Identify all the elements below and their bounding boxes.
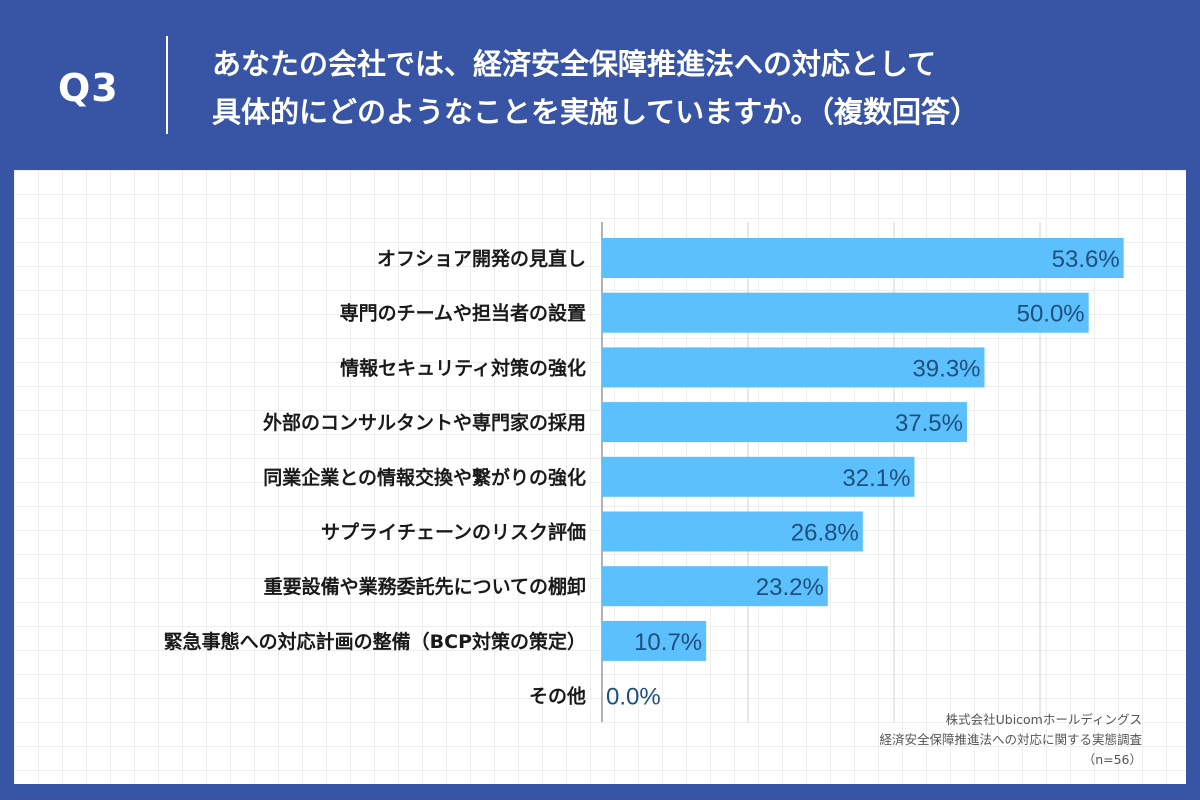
category-label: その他 (529, 685, 586, 708)
value-label: 32.1% (842, 465, 910, 492)
category-label: オフショア開発の見直し (377, 247, 586, 270)
bar (602, 402, 967, 443)
question-number: Q3 (58, 66, 119, 110)
bar-chart: オフショア開発の見直し 53.6% 専門のチームや担当者の設置 50.0% 情報セキュリ… (164, 222, 1124, 722)
source-note: 株式会社Ubicomホールディングス 経済安全保障推進法への対応に関する実態調査… (879, 710, 1142, 770)
header-divider (166, 36, 168, 134)
bar (602, 456, 915, 497)
category-label: 緊急事態への対応計画の整備（BCP対策の策定） (164, 630, 586, 653)
category-label: サプライチェーンのリスク評価 (321, 521, 586, 544)
question-title: あなたの会社では、経済安全保障推進法への対応として 具体的にどのようなことを実施… (212, 40, 1172, 136)
bar (602, 238, 1124, 278)
value-label: 26.8% (791, 520, 859, 547)
bar (602, 620, 707, 661)
header: Q3 あなたの会社では、経済安全保障推進法への対応として 具体的にどのようなこと… (0, 0, 1200, 170)
chart-panel: オフショア開発の見直し 53.6% 専門のチームや担当者の設置 50.0% 情報セキュリ… (14, 170, 1186, 784)
question-title-line-1: あなたの会社では、経済安全保障推進法への対応として (212, 47, 937, 81)
category-label: 外部のコンサルタントや専門家の採用 (263, 411, 586, 434)
bar (602, 347, 985, 388)
source-survey: 経済安全保障推進法への対応に関する実態調査 (879, 732, 1142, 747)
value-label: 50.0% (1017, 301, 1085, 328)
category-label: 情報セキュリティ対策の強化 (340, 356, 586, 379)
source-sample: （n=56） (1082, 752, 1142, 767)
bar (602, 292, 1089, 333)
value-label: 37.5% (895, 410, 963, 437)
category-label: 同業企業との情報交換や繋がりの強化 (263, 466, 586, 489)
source-company: 株式会社Ubicomホールディングス (945, 712, 1142, 727)
value-label: 10.7% (634, 629, 702, 656)
bar (602, 566, 828, 607)
value-label: 23.2% (756, 574, 824, 601)
category-label: 重要設備や業務委託先についての棚卸 (264, 575, 586, 598)
value-label: 39.3% (912, 355, 980, 382)
value-label: 53.6% (1052, 246, 1120, 273)
question-title-line-2: 具体的にどのようなことを実施していますか。（複数回答） (212, 95, 980, 129)
category-label: 専門のチームや担当者の設置 (340, 302, 586, 325)
value-label: 0.0% (606, 684, 661, 711)
bar (602, 511, 863, 552)
